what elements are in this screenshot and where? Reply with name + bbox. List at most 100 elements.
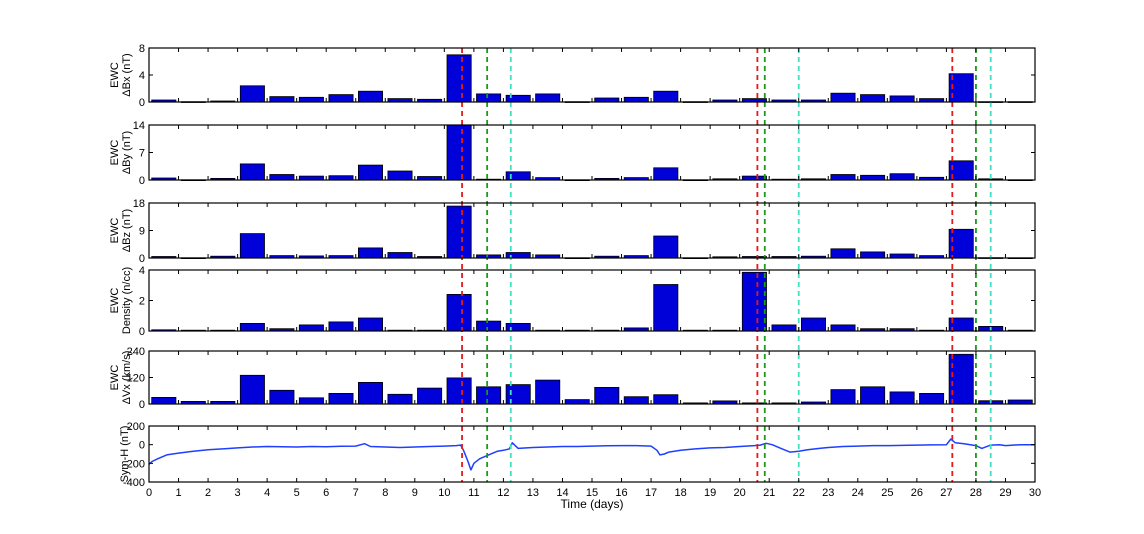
bar [357, 317, 383, 332]
bar [653, 235, 679, 259]
bar [564, 399, 590, 405]
bar [889, 173, 915, 181]
bar [298, 397, 324, 405]
y-axis-label: Density (n/cc) [121, 267, 133, 334]
x-tick-label: 28 [970, 487, 982, 499]
x-tick-label: 20 [734, 487, 746, 499]
x-tick-label: 2 [205, 487, 211, 499]
y-tick-label: 18 [133, 198, 145, 210]
x-tick-label: 12 [497, 487, 509, 499]
x-tick-label: 7 [353, 487, 359, 499]
bar [653, 90, 679, 103]
bar [357, 247, 383, 259]
bar [505, 94, 531, 103]
y-tick-label: 8 [139, 43, 145, 55]
x-tick-label: 29 [999, 487, 1011, 499]
panel-1 [151, 54, 1033, 103]
bar [446, 54, 472, 103]
bar [151, 396, 177, 405]
axes-frame [148, 350, 1036, 405]
bar [239, 163, 265, 181]
bar [476, 93, 502, 103]
bar [919, 392, 945, 405]
bar [889, 253, 915, 259]
x-tick-label: 17 [645, 487, 657, 499]
bar [948, 353, 974, 405]
y-tick-label: -200 [123, 458, 145, 470]
x-tick-label: 26 [911, 487, 923, 499]
y-axis-label: EWC [109, 365, 121, 391]
bar [830, 389, 856, 405]
bar [653, 167, 679, 181]
x-tick-label: 14 [556, 487, 568, 499]
y-tick-label: 4 [139, 70, 145, 82]
bar [860, 94, 886, 103]
x-tick-label: 0 [146, 487, 152, 499]
y-axis-label: ΔBy (nT) [121, 131, 133, 174]
y-tick-label: 4 [139, 265, 145, 277]
bar [830, 324, 856, 332]
x-tick-label: 15 [586, 487, 598, 499]
y-tick-label: 120 [127, 373, 145, 385]
x-tick-label: 22 [793, 487, 805, 499]
bar [860, 174, 886, 181]
bar [535, 93, 561, 103]
bar [476, 320, 502, 332]
y-tick-label: 0 [139, 326, 145, 338]
y-tick-label: 200 [127, 421, 145, 433]
x-tick-label: 25 [881, 487, 893, 499]
bar [860, 251, 886, 259]
bar [387, 393, 413, 405]
bar [269, 174, 295, 181]
bar [269, 96, 295, 103]
bar [417, 387, 443, 405]
x-tick-label: 9 [412, 487, 418, 499]
y-tick-label: 240 [127, 346, 145, 358]
bar [387, 252, 413, 259]
axes-frame [148, 124, 1036, 181]
bar [269, 389, 295, 405]
x-tick-label: 10 [438, 487, 450, 499]
panel-2 [151, 124, 1033, 182]
y-tick-label: 0 [139, 97, 145, 109]
bar [446, 377, 472, 405]
bar [239, 374, 265, 405]
bar [830, 248, 856, 259]
bar [239, 233, 265, 259]
x-tick-label: 5 [294, 487, 300, 499]
bar [889, 95, 915, 103]
y-tick-label: 0 [139, 440, 145, 452]
y-axis-label: EWC [109, 218, 121, 244]
bar [357, 381, 383, 405]
bar [505, 252, 531, 259]
bar [505, 322, 531, 332]
y-axis-label: EWC [109, 288, 121, 314]
bar [535, 379, 561, 405]
axes-frame [148, 425, 1036, 483]
bar [298, 324, 324, 332]
bar [860, 386, 886, 405]
bar [948, 228, 974, 259]
bar [446, 124, 472, 181]
x-tick-label: 13 [527, 487, 539, 499]
x-tick-label: 1 [175, 487, 181, 499]
x-tick-label: 23 [822, 487, 834, 499]
x-tick-label: 24 [852, 487, 864, 499]
x-tick-label: 18 [674, 487, 686, 499]
x-tick-label: 21 [763, 487, 775, 499]
bar [653, 284, 679, 332]
bar [328, 321, 354, 332]
bar [830, 174, 856, 181]
x-tick-label: 30 [1029, 487, 1041, 499]
x-axis-label: Time (days) [561, 497, 624, 511]
bar [623, 96, 649, 103]
axes-frame [148, 202, 1036, 259]
y-tick-label: 7 [139, 148, 145, 160]
x-tick-label: 4 [264, 487, 270, 499]
bar [505, 171, 531, 181]
y-axis-label: ΔVx (km/s) [121, 351, 133, 405]
bar [357, 164, 383, 181]
y-axis-label: Sym-H (nT) [119, 426, 131, 483]
bar [387, 170, 413, 181]
